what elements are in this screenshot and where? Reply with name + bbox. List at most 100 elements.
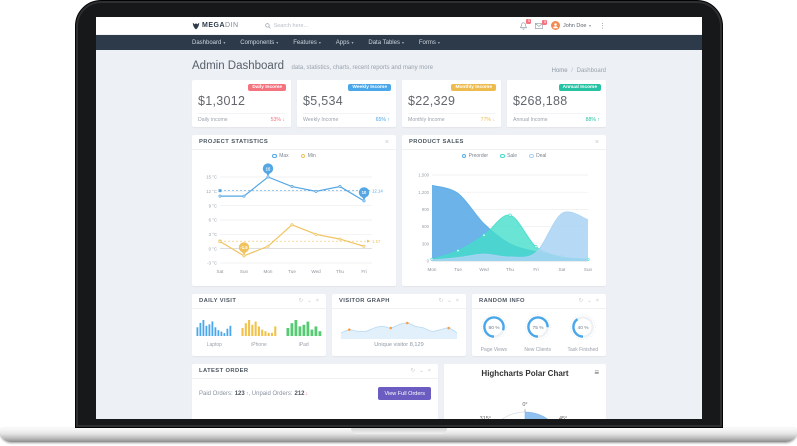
income-trend: 65% ↑ [375,117,390,123]
trend-arrow-icon: ↓ [492,117,495,123]
breadcrumb-home[interactable]: Home [551,68,568,74]
income-card-daily: Daily Income $1,3012 Daily income 53% ↓ [192,80,291,127]
svg-text:315°: 315° [480,416,491,419]
close-icon[interactable]: × [315,298,319,304]
svg-text:Sat: Sat [217,269,225,274]
svg-text:Thu: Thu [336,269,344,274]
svg-text:0°: 0° [522,402,527,408]
card-title: PRODUCT SALES [409,139,464,145]
svg-text:40 %: 40 % [577,324,589,330]
bottom-row: LATEST ORDER ↻ ⌄ × Paid Orders: 123↑, Unpai… [192,364,606,419]
search-placeholder: Search here... [273,22,309,29]
knob-task-finished[interactable]: 40 % Task Finished [567,313,598,353]
close-icon[interactable]: × [595,298,599,304]
user-name: John Doe [562,22,587,29]
view-full-orders-button[interactable]: View Full Orders [378,387,431,400]
spark-label: iPhone [251,341,267,348]
collapse-icon[interactable]: ⌄ [419,368,424,374]
nav-item-dashboard[interactable]: Dashboard ▾ [192,39,226,46]
income-value: $1,3012 [198,94,246,108]
message-badge: 5 [542,19,548,25]
app-logo[interactable]: MEGADIN [192,22,239,30]
avatar [551,21,561,30]
refresh-icon[interactable]: ↻ [438,298,444,304]
legend-label: Deal [536,153,547,159]
svg-text:45°: 45° [559,416,567,419]
trend-arrow-icon: ↓ [282,117,285,123]
trend-arrow-icon: ↑ [387,117,390,123]
svg-text:12 °C: 12 °C [206,189,217,194]
mail-icon [535,22,544,29]
svg-text:Fri: Fri [533,267,538,272]
income-badge: Monthly Income [451,84,496,92]
svg-text:Wed: Wed [311,269,321,274]
legend-marker [500,153,505,159]
income-card-monthly: Monthly Income $22,329 Monthly Income 77%… [402,80,501,127]
kebab-menu-icon[interactable]: ⋮ [599,22,606,30]
nav-item-data-tables[interactable]: Data Tables ▾ [368,39,404,46]
legend-label: Min [307,153,316,159]
svg-text:Sat: Sat [559,267,567,272]
legend-marker [529,153,534,159]
income-badge: Annual Income [558,84,601,92]
collapse-icon[interactable]: ⌄ [587,298,592,304]
knob-new-clients[interactable]: 75 % New Clients [524,313,552,353]
logo-icon [192,22,200,29]
breadcrumb-separator: / [571,68,573,74]
refresh-icon[interactable]: ↻ [578,298,584,304]
svg-text:3 °C: 3 °C [209,232,217,237]
notifications-button[interactable]: 5 [520,18,532,30]
income-label: Weekly Income [303,117,339,123]
income-value: $5,534 [303,94,344,108]
polar-chart-card: Highcharts Polar Chart ≡ 0° 45° 315° [444,364,606,419]
close-icon[interactable]: × [455,298,459,304]
collapse-icon[interactable]: ⌄ [307,298,312,304]
close-icon[interactable]: × [594,138,599,146]
laptop-bars-chart [196,319,232,336]
income-cards-row: Daily Income $1,3012 Daily income 53% ↓ W… [192,80,606,127]
iphone-bars-chart [241,319,277,336]
legend-marker [300,153,306,159]
caret-down-icon: ▾ [401,41,404,45]
user-menu[interactable]: John Doe ▾ [551,21,591,30]
page-title: Admin Dashboard [192,60,285,72]
project-statistics-card: PROJECT STATISTICS × Max Min 15 °C 12 °C 9… [192,135,396,286]
messages-button[interactable]: 5 [535,19,548,29]
nav-item-apps[interactable]: Apps ▾ [335,39,354,46]
nav-item-features[interactable]: Features ▾ [293,39,321,46]
refresh-icon[interactable]: ↻ [410,368,416,374]
income-badge: Daily Income [248,84,286,92]
close-icon[interactable]: × [384,138,389,146]
unique-visitor-caption: Unique visitor 8,129 [374,341,424,348]
hamburger-menu-icon[interactable]: ≡ [594,368,599,377]
svg-text:Tue: Tue [454,267,462,272]
close-icon[interactable]: × [427,368,431,374]
orders-summary: Paid Orders: 123↑, Unpaid Orders: 212↓ [199,390,309,397]
svg-text:0 °C: 0 °C [209,246,217,251]
income-label: Monthly Income [408,117,445,123]
collapse-icon[interactable]: ⌄ [447,298,452,304]
income-value: $22,329 [408,94,456,108]
random-info-card: RANDOM INFO ↻ ⌄ × 80 % Page Views 75 % [472,294,606,356]
refresh-icon[interactable]: ↻ [298,298,304,304]
svg-text:Mon: Mon [264,269,273,274]
legend-label: Max [279,153,289,159]
nav-item-forms[interactable]: Forms ▾ [418,39,440,46]
nav-item-components[interactable]: Components ▾ [240,39,279,46]
page-subtitle: data, statistics, charts, recent reports… [291,65,433,71]
search-input[interactable]: Search here... [264,22,309,29]
svg-text:300: 300 [422,241,430,246]
knob-page-views[interactable]: 80 % Page Views [480,313,508,353]
card-title: RANDOM INFO [479,298,525,304]
paid-orders-value: 123 [234,390,245,397]
up-arrow-icon: ↑ [245,390,249,397]
income-value: $268,188 [513,94,568,108]
svg-text:15: 15 [266,166,271,171]
page-content: Admin Dashboard data, statistics, charts… [96,50,702,419]
topbar: MEGADIN Search here... [96,17,702,35]
income-trend: 88% ↑ [585,117,600,123]
knob-gauge: 75 % [524,313,551,340]
svg-text:-3 °C: -3 °C [207,261,217,266]
